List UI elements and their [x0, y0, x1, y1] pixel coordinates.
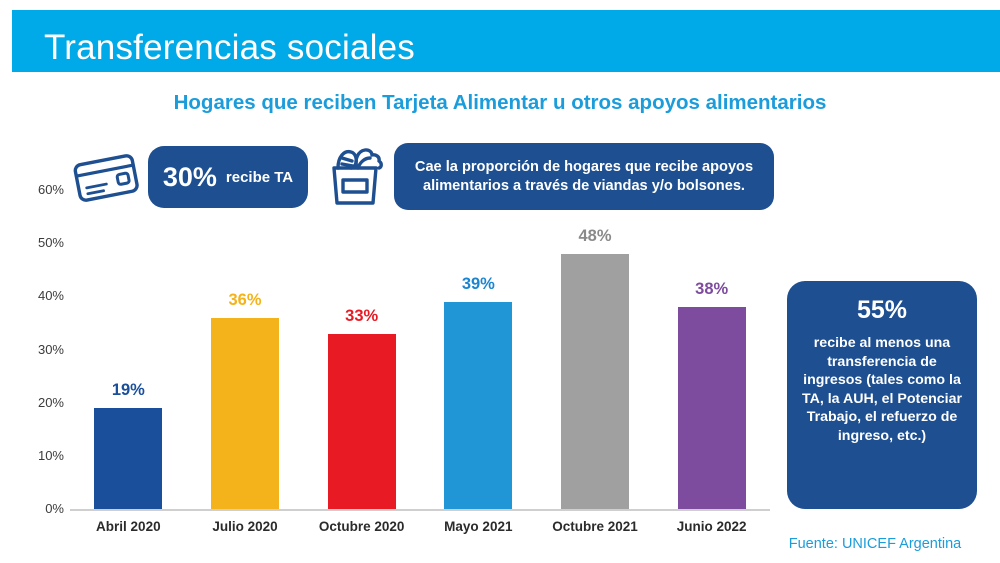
credit-card-icon [68, 146, 144, 208]
x-axis-category-label: Octubre 2020 [318, 519, 405, 534]
bar-value-label: 19% [111, 380, 145, 399]
bar-value-label: 36% [228, 290, 262, 309]
y-axis-tick-label: 30% [37, 341, 64, 357]
bar [327, 333, 396, 509]
y-axis-tick-label: 10% [37, 447, 64, 463]
ta-badge: 30% recibe TA [148, 146, 308, 208]
bar [94, 407, 163, 509]
bar [561, 253, 629, 509]
chart-subtitle: Hogares que reciben Tarjeta Alimentar u … [173, 91, 827, 114]
bar-value-label: 38% [695, 279, 729, 298]
x-axis-category-label: Abril 2020 [96, 519, 161, 534]
axis-baseline [70, 509, 770, 511]
x-axis-category-label: Junio 2022 [676, 519, 747, 534]
y-axis-tick-label: 60% [37, 182, 64, 197]
x-axis-category-label: Julio 2020 [212, 519, 278, 534]
x-axis-category-label: Mayo 2021 [444, 519, 513, 534]
income-transfer-callout-value: 55% [856, 296, 908, 324]
bar [677, 306, 746, 509]
page-title: Transferencias sociales [44, 28, 415, 67]
grocery-basket-icon [324, 141, 386, 207]
ta-badge-value: 30% [162, 161, 217, 192]
y-axis-tick-label: 20% [37, 394, 64, 410]
bar-value-label: 39% [461, 274, 495, 293]
bar [444, 301, 513, 509]
y-axis-tick-label: 40% [37, 288, 64, 304]
source-note: Fuente: UNICEF Argentina [788, 536, 962, 552]
bar-value-label: 48% [578, 226, 612, 245]
y-axis-tick-label: 0% [45, 501, 64, 516]
ta-badge-label: recibe TA [225, 168, 294, 186]
header-bar: Transferencias sociales [12, 10, 1000, 72]
y-axis-tick-label: 50% [37, 235, 64, 251]
bar [211, 317, 279, 509]
x-axis-category-label: Octubre 2021 [552, 519, 638, 534]
food-support-note: Cae la proporción de hogares que recibe … [394, 143, 774, 210]
income-transfer-callout-text: recibe al menos una transferencia de ing… [801, 335, 963, 444]
food-support-note-text: Cae la proporción de hogares que recibe … [414, 158, 754, 194]
income-transfer-callout: 55% recibe al menos una transferencia de… [787, 281, 977, 509]
bar-value-label: 33% [345, 306, 379, 325]
